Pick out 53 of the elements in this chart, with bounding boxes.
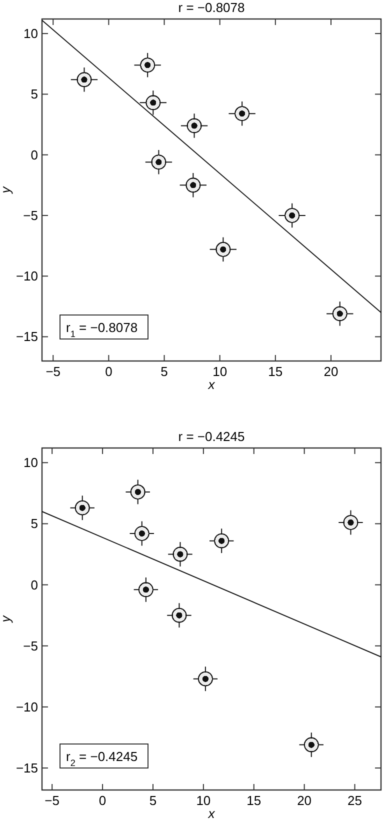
x-tick-label: 5 [149,793,157,808]
y-tick-label: 5 [30,86,38,102]
y-tick-label: 10 [24,455,38,470]
y-tick-label: 0 [30,147,38,162]
annotation: r$_{1}$ = −0.8078 [66,320,138,339]
point [151,154,166,170]
chart-title: r = −0.8078 [178,0,245,15]
y-tick-label: 0 [30,577,38,592]
x-tick-label: 5 [160,364,168,379]
point [332,306,348,322]
point [186,118,202,134]
y-tick-label: −5 [23,208,38,223]
y-tick-label: −5 [23,638,38,654]
point [214,533,230,548]
point [186,178,201,193]
x-tick-label: 20 [324,364,338,379]
x-tick-label: 15 [268,364,283,379]
x-tick-label: −5 [46,364,61,379]
x-tick-label: 0 [98,793,106,808]
x-tick-label: 15 [246,793,262,808]
point [146,95,161,110]
point [140,58,156,73]
y-axis-title: y [0,185,13,194]
x-tick-label: 10 [196,793,211,808]
point [76,72,92,88]
chart-title: r = −0.4245 [178,429,245,444]
point [130,484,146,500]
point [234,106,250,122]
y-tick-label: 5 [30,516,38,532]
y-axis-title: y [0,614,13,624]
y-tick-label: −10 [16,699,38,714]
point [216,242,231,257]
point [172,608,187,623]
y-tick-label: −15 [16,329,38,344]
point [304,737,319,752]
x-tick-label: 0 [105,364,112,379]
point [198,671,213,686]
x-tick-label: 25 [348,793,362,808]
x-tick-label: 20 [297,793,312,808]
x-tick-label: −5 [44,793,60,808]
point [138,582,154,598]
point [74,500,90,516]
point [284,208,300,223]
point [343,515,358,530]
point [172,546,188,562]
x-tick-label: 10 [212,364,228,379]
annotation: r$_{2}$ = −0.4245 [66,749,138,768]
y-tick-label: −15 [16,760,38,776]
y-tick-label: 10 [24,26,38,42]
point [134,526,150,541]
x-axis-title: x [207,377,216,392]
y-tick-label: −10 [16,268,38,284]
x-axis-title: x [207,806,216,821]
